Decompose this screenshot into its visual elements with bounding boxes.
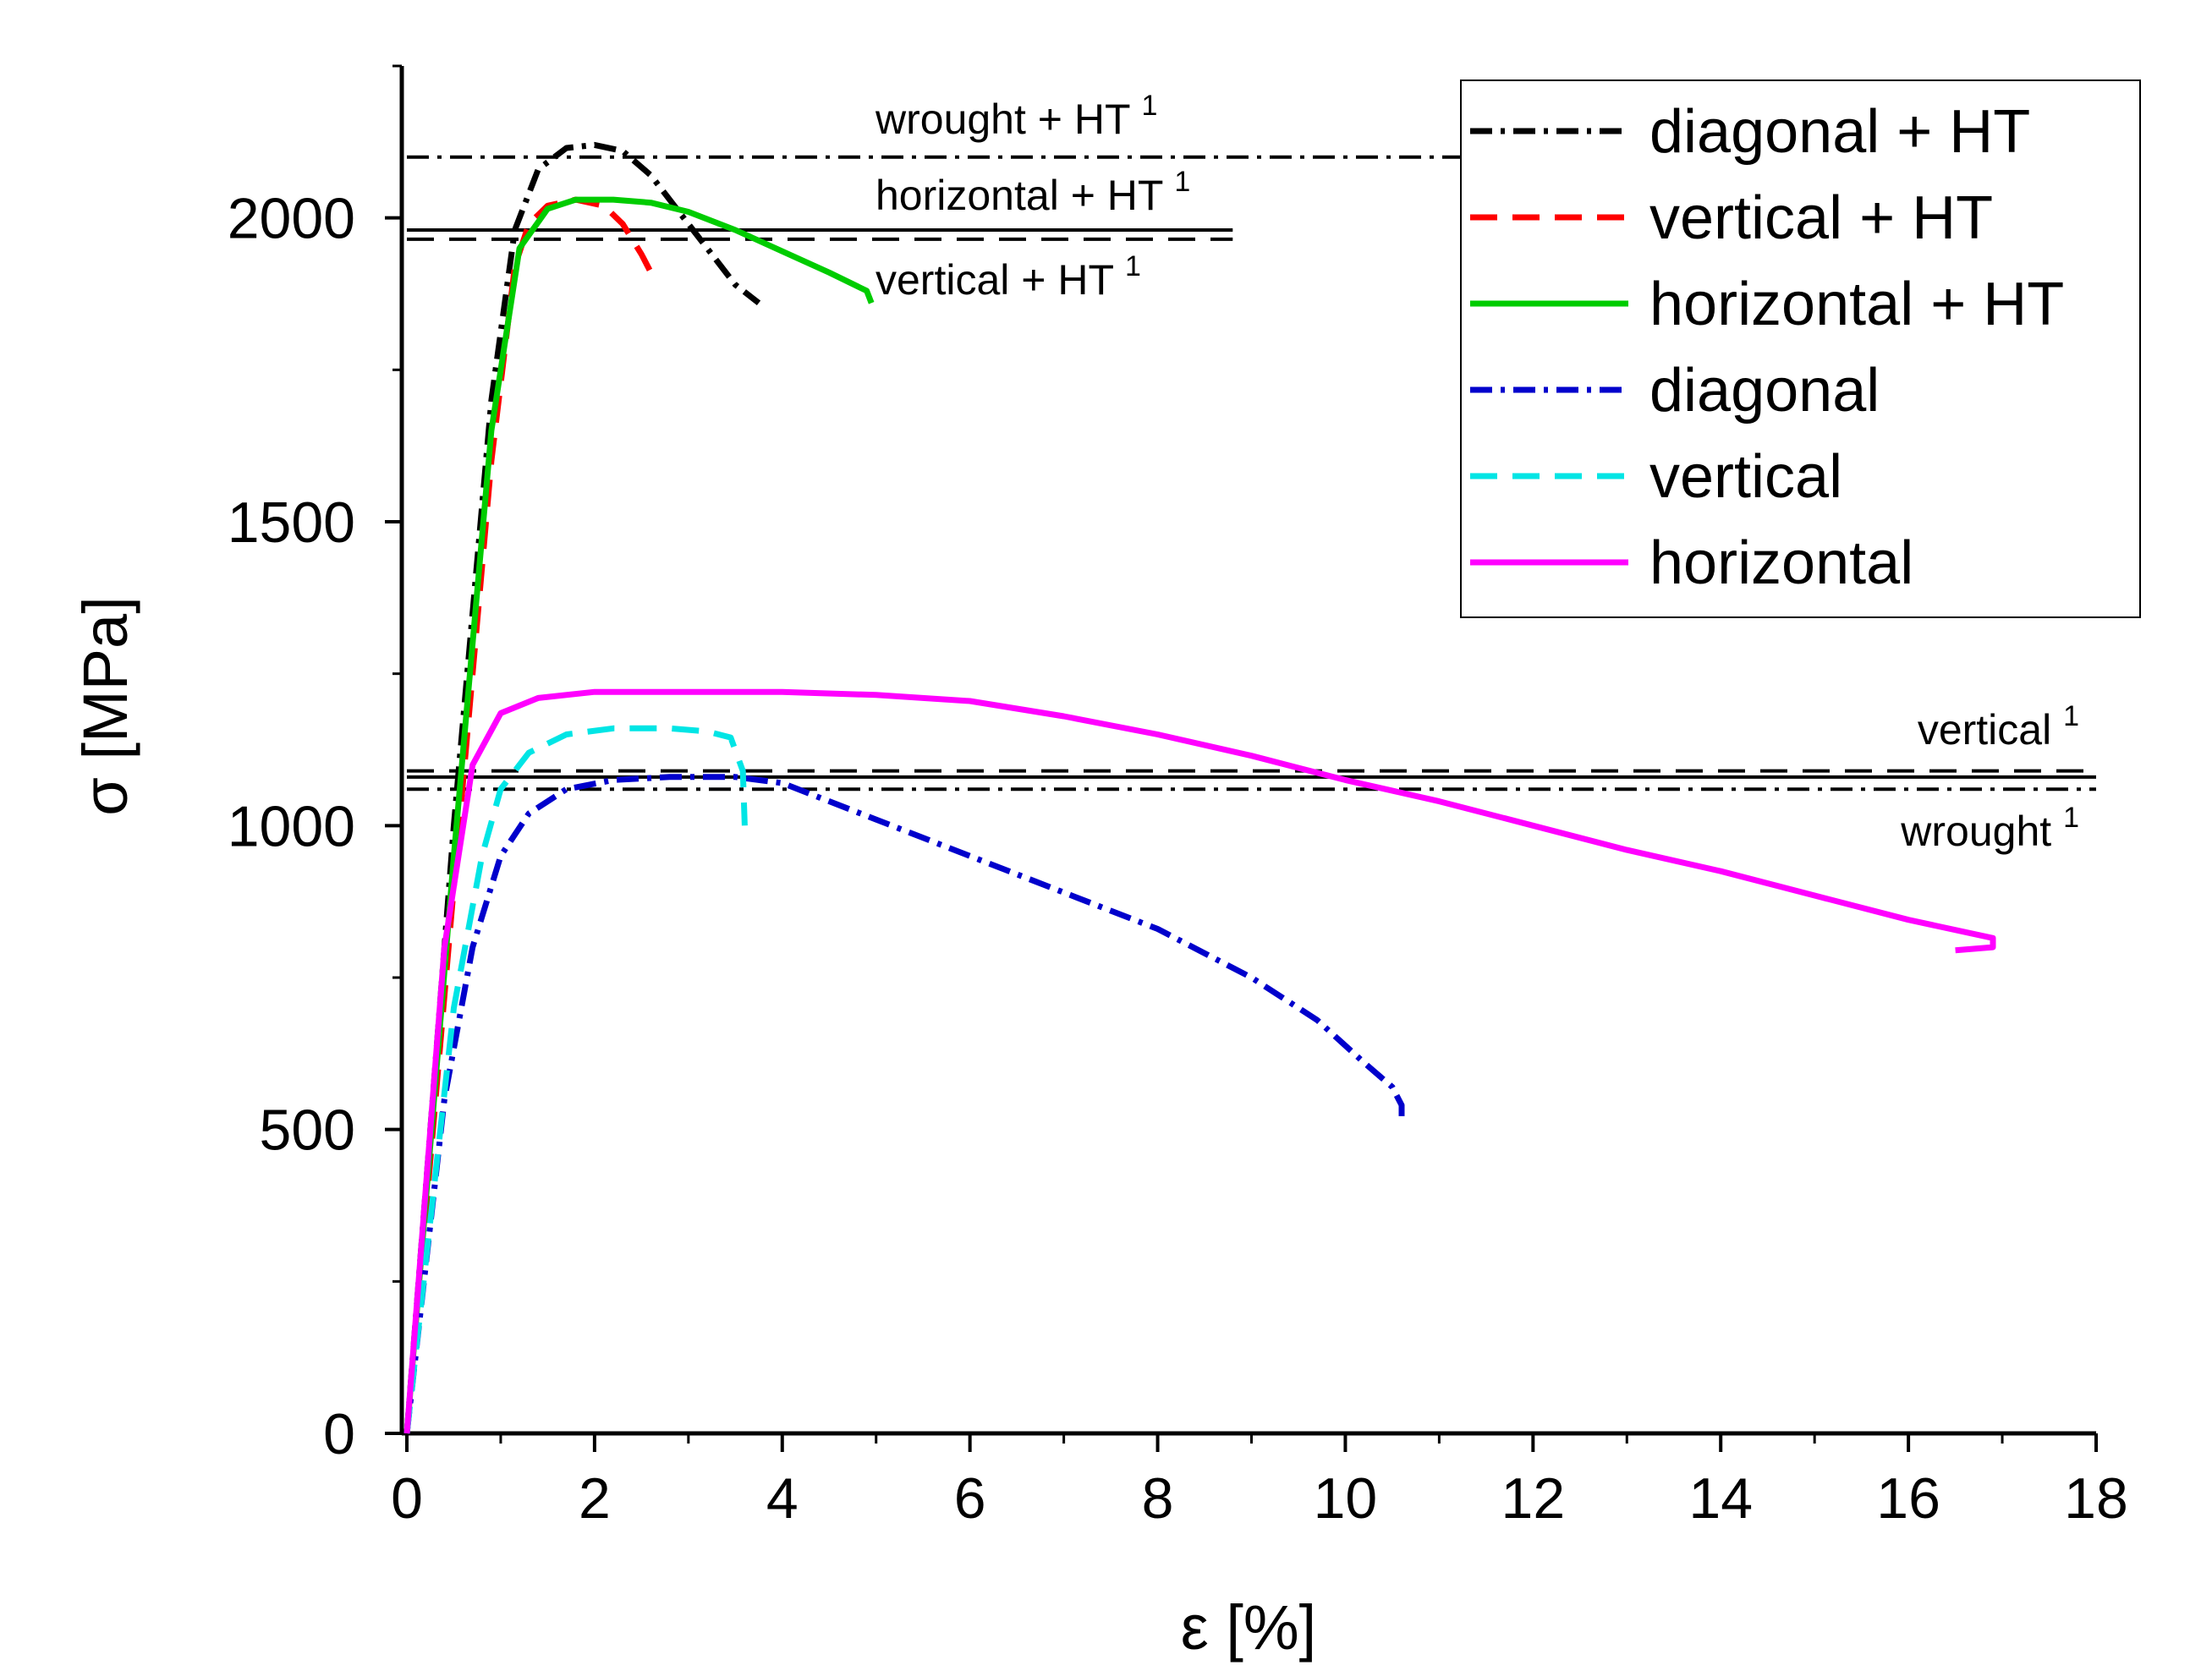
legend-label: diagonal: [1649, 357, 1880, 425]
series-lines: [403, 141, 1996, 1434]
reference-line-label: wrought 1: [1900, 802, 2079, 855]
legend-box: [1460, 79, 2141, 618]
series-line: [403, 688, 1996, 1434]
y-tick-label: 1500: [228, 490, 355, 555]
reference-labels: wrought + HT 1 horizontal + HT 1 vertical …: [875, 90, 2079, 855]
y-tick-label: 2000: [228, 187, 355, 251]
x-tick-label: 16: [1876, 1466, 1940, 1531]
legend: diagonal + HT vertical + HT horizontal + H…: [1470, 98, 2064, 597]
x-tick-label: 18: [2064, 1466, 2128, 1531]
axis-ticks: [385, 64, 2098, 1452]
y-tick-label: 0: [323, 1402, 355, 1466]
x-tick-label: 12: [1501, 1466, 1566, 1531]
series-line: [403, 196, 875, 1434]
legend-label: vertical: [1649, 443, 1842, 511]
x-tick-label: 4: [766, 1466, 799, 1531]
legend-label: vertical + HT: [1649, 184, 1993, 252]
series-line: [403, 725, 748, 1434]
reference-line-label: wrought + HT 1: [875, 90, 1157, 143]
x-tick-label: 10: [1314, 1466, 1378, 1531]
x-tick-label: 2: [579, 1466, 611, 1531]
x-tick-label: 14: [1688, 1466, 1753, 1531]
x-axis-title: ε [%]: [1181, 1592, 1316, 1663]
y-tick-label: 1000: [228, 794, 355, 858]
tick-labels: 0 2 4 6 8 10 12 14 16 18 0 500 1000 1500 2000: [228, 187, 2128, 1531]
reference-line-label: horizontal + HT 1: [875, 166, 1190, 219]
x-tick-label: 8: [1142, 1466, 1174, 1531]
reference-lines: [407, 155, 2096, 792]
y-tick-label: 500: [260, 1098, 355, 1163]
series-line: [403, 774, 1405, 1434]
reference-line-label: vertical + HT 1: [875, 250, 1141, 304]
legend-label: diagonal + HT: [1649, 98, 2030, 166]
reference-line-label: vertical 1: [1918, 700, 2079, 753]
x-tick-label: 0: [391, 1466, 423, 1531]
legend-label: horizontal: [1649, 529, 1913, 597]
x-tick-label: 6: [954, 1466, 986, 1531]
legend-label: horizontal + HT: [1649, 271, 2064, 338]
series-line: [403, 141, 761, 1434]
y-axis-title: σ [MPa]: [70, 596, 140, 816]
